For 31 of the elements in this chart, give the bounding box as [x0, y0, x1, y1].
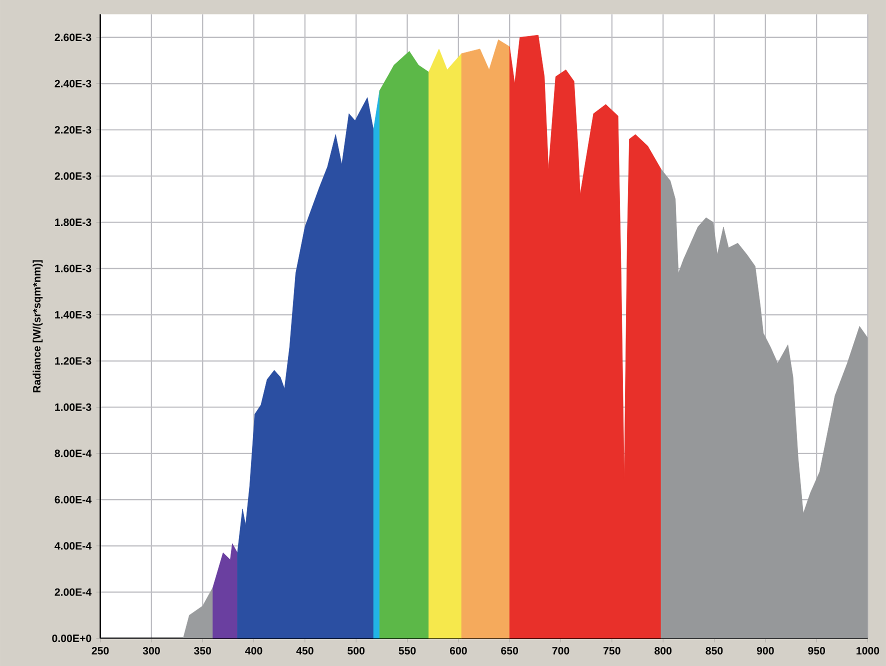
x-tick-label: 700	[552, 646, 570, 654]
y-tick-label: 2.60E-3	[54, 34, 92, 42]
x-tick-label: 600	[450, 646, 467, 654]
y-tick-label: 1.40E-3	[55, 310, 92, 318]
x-tick-label: 650	[501, 646, 518, 654]
y-tick-label: 2.00E-4	[54, 588, 92, 596]
x-tick-label: 950	[808, 646, 825, 654]
x-tick-label: 900	[756, 646, 774, 654]
y-axis-title: Radiance [W/(sr*sqm*nm)]	[32, 260, 43, 392]
x-tick-label: 800	[654, 646, 672, 654]
x-tick-label: 500	[348, 646, 365, 654]
x-tick-label: 450	[296, 646, 314, 654]
x-tick-label: 400	[245, 646, 262, 654]
y-tick-label: 2.40E-3	[54, 80, 92, 88]
y-tick-label: 6.00E-4	[54, 496, 92, 504]
x-tick-label: 850	[706, 646, 723, 654]
y-tick-label: 1.80E-3	[55, 218, 92, 226]
y-tick-label: 8.00E-4	[54, 450, 92, 458]
y-tick-label: 4.00E-4	[54, 542, 92, 550]
y-tick-label: 1.60E-3	[55, 264, 92, 272]
y-tick-label: 0.00E+0	[52, 634, 92, 642]
x-tick-label: 350	[194, 646, 212, 654]
x-tick-label: 1000	[856, 646, 880, 654]
x-tick-label: 250	[92, 646, 109, 654]
y-tick-label: 2.20E-3	[54, 126, 92, 134]
x-tick-label: 550	[398, 646, 416, 654]
y-tick-label: 1.20E-3	[55, 357, 92, 365]
x-tick-label: 300	[142, 646, 160, 654]
x-tick-label: 750	[604, 646, 620, 654]
y-tick-label: 2.00E-3	[54, 172, 92, 180]
y-tick-label: 1.00E-3	[55, 403, 92, 411]
